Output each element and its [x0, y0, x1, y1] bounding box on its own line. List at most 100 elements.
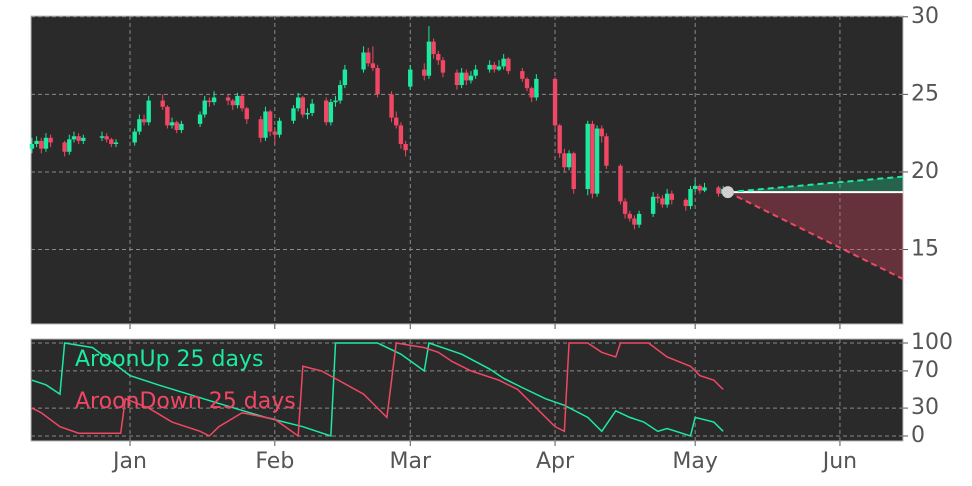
candle-body — [71, 136, 77, 140]
candle-body — [305, 112, 310, 115]
candle-body — [230, 100, 235, 106]
candle-body — [375, 67, 380, 95]
candle-body — [688, 189, 693, 207]
candle-body — [366, 52, 371, 64]
x-tick-label: Jun — [821, 449, 857, 474]
candle-body — [300, 97, 306, 115]
candle-body — [258, 119, 263, 138]
candle-body — [207, 100, 212, 103]
candle-body — [211, 97, 217, 103]
candle-body — [669, 193, 675, 200]
candle-body — [618, 165, 623, 202]
candle-body — [323, 100, 329, 123]
candle-body — [534, 78, 539, 98]
candle-body — [403, 144, 408, 151]
candle-body — [436, 54, 441, 61]
candle-body — [702, 187, 707, 191]
candle-body — [440, 60, 446, 73]
forecast-lower-area — [727, 192, 903, 280]
candle-body — [590, 123, 595, 194]
y-tick-label: 0 — [911, 423, 925, 448]
y-tick-label: 30 — [911, 4, 939, 29]
candle-body — [422, 69, 427, 76]
candle-body — [104, 136, 109, 140]
candle-body — [81, 137, 86, 141]
candle-body — [99, 136, 105, 138]
candle-body — [660, 198, 665, 205]
candle-body — [109, 139, 114, 145]
candle-body — [492, 64, 497, 70]
candle-body — [622, 201, 628, 214]
candle-body — [562, 153, 567, 168]
candle-body — [692, 185, 698, 190]
candle-body — [683, 199, 689, 207]
candle-body — [328, 102, 334, 123]
candle-body — [267, 111, 273, 132]
candle-body — [370, 63, 376, 68]
candle-body — [585, 123, 590, 190]
candle-body — [361, 52, 366, 70]
candle-body — [664, 193, 670, 205]
candle-body — [716, 187, 721, 194]
candle-body — [342, 69, 348, 86]
candle-body — [169, 122, 175, 126]
candle-body — [62, 142, 67, 152]
candle-body — [566, 153, 572, 168]
candle-body — [239, 95, 245, 109]
candle-body — [165, 106, 170, 126]
candle-body — [146, 100, 151, 123]
candle-body — [552, 78, 558, 126]
candle-body — [235, 95, 240, 106]
x-tick-label: Mar — [389, 449, 431, 474]
candle-body — [197, 114, 203, 124]
x-tick-label: May — [672, 449, 717, 474]
x-tick-label: Jan — [111, 449, 147, 474]
candle-body — [468, 75, 474, 81]
candle-body — [557, 125, 562, 154]
candle-body — [501, 58, 506, 67]
candle-body — [697, 185, 703, 191]
candle-body — [473, 69, 478, 76]
last-price-marker — [721, 186, 734, 199]
candle-body — [650, 196, 656, 214]
candle-body — [464, 72, 469, 81]
candle-body — [337, 85, 343, 101]
candle-body — [179, 123, 184, 131]
y-tick-label: 15 — [911, 237, 939, 262]
candle-body — [524, 78, 530, 89]
candle-body — [160, 100, 165, 107]
aroon-line — [31, 342, 724, 438]
candle-body — [333, 100, 338, 103]
legend-label: AroonDown 25 days — [75, 389, 296, 414]
candle-body — [113, 142, 119, 145]
candle-body — [487, 64, 492, 70]
candle-body — [295, 97, 301, 109]
plot-area — [30, 15, 904, 325]
candle-body — [291, 108, 296, 121]
candle-body — [636, 213, 642, 225]
candle-body — [309, 103, 315, 113]
candle-body — [529, 88, 534, 98]
candle-body — [426, 41, 432, 76]
candle-body — [454, 72, 460, 86]
y-tick-label: 25 — [911, 81, 939, 106]
candle-body — [244, 108, 249, 120]
candle-body — [225, 97, 231, 101]
candle-body — [29, 144, 35, 149]
y-tick-label: 30 — [911, 395, 939, 420]
candle-body — [496, 66, 502, 70]
x-tick-label: Feb — [255, 449, 294, 474]
candle-body — [263, 111, 268, 138]
candle-body — [132, 131, 137, 143]
candle-body — [202, 100, 207, 115]
candle-body — [48, 137, 53, 143]
candle-body — [506, 58, 511, 72]
candle-body — [571, 153, 576, 190]
candle-body — [174, 122, 179, 131]
candle-body — [459, 72, 464, 86]
y-tick-label: 20 — [911, 159, 939, 184]
candle-body — [520, 71, 525, 79]
legend-label: AroonUp 25 days — [75, 347, 263, 372]
candle-body — [599, 128, 604, 137]
